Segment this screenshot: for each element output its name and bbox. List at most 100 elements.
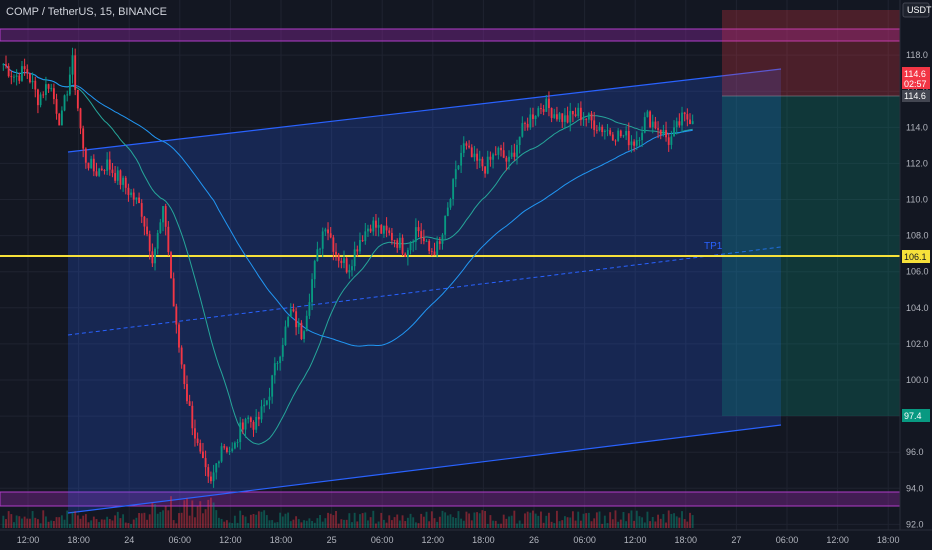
candle-body <box>462 143 465 153</box>
candle-body <box>478 158 481 161</box>
candle-body <box>678 121 681 126</box>
candle-body <box>401 237 404 254</box>
volume-bar <box>513 510 516 528</box>
time-tick-labels: 12:00 18:00 24 06:00 12:00 18:00 25 06:00 12:00 1… <box>17 535 900 545</box>
candle-body <box>148 234 151 252</box>
volume-bar <box>98 521 101 528</box>
volume-bar <box>569 517 572 528</box>
volume-bar <box>510 515 513 528</box>
position-stop-zone <box>722 10 900 96</box>
volume-bar <box>36 519 39 528</box>
candle-body <box>619 130 622 137</box>
candle-body <box>489 156 492 160</box>
time-tick: 12:00 <box>624 535 647 545</box>
candle-body <box>582 119 585 121</box>
volume-bar <box>122 514 125 528</box>
candle-body <box>390 232 393 241</box>
volume-bar <box>114 515 117 528</box>
candle-body <box>524 123 526 124</box>
volume-bar <box>279 512 282 528</box>
volume-bar <box>476 512 479 528</box>
volume-bar <box>7 511 10 528</box>
candle-body <box>553 114 556 118</box>
volume-bar <box>29 518 31 528</box>
volume-bar <box>268 520 271 528</box>
candle-body <box>633 141 636 146</box>
candle-body <box>601 126 604 133</box>
volume-bar <box>202 513 204 528</box>
volume-bar <box>433 518 436 528</box>
candle-body <box>29 73 31 83</box>
currency-badge[interactable] <box>902 2 930 18</box>
channel-upper-line <box>67 68 782 153</box>
candle-body <box>188 401 191 406</box>
time-tick: 18:00 <box>270 535 293 545</box>
candle-body <box>571 110 574 115</box>
candle-body <box>58 113 61 126</box>
candle-body <box>630 141 633 146</box>
volume-bar <box>393 517 396 528</box>
moving-average-fast <box>3 63 693 445</box>
candle-body <box>180 347 183 365</box>
candle-body <box>540 108 542 110</box>
volume-bar <box>260 511 263 528</box>
volume-bar <box>140 513 143 528</box>
candle-body <box>74 55 77 90</box>
candle-body <box>276 363 279 364</box>
candle-body <box>606 130 609 132</box>
candle-body <box>595 129 598 131</box>
candle-body <box>271 375 274 397</box>
candle-body <box>63 95 66 111</box>
volume-bar <box>401 515 404 528</box>
candle-body <box>273 363 276 376</box>
volume-bar <box>194 517 196 528</box>
volume-bar <box>79 518 82 528</box>
candle-body <box>627 130 630 146</box>
volume-bar <box>103 519 106 528</box>
candle-body <box>111 169 114 174</box>
time-axis[interactable] <box>0 530 900 550</box>
candle-body <box>643 117 646 133</box>
volume-bar <box>82 515 85 528</box>
volume-bar <box>414 522 417 528</box>
volume-bar <box>436 521 439 528</box>
volume-bar <box>345 519 348 528</box>
volume-bar <box>159 511 162 528</box>
candle-body <box>68 74 71 95</box>
candle-body <box>236 442 239 443</box>
volume-bar <box>398 520 401 528</box>
candle-body <box>526 123 529 128</box>
candle-body <box>377 225 380 228</box>
candle-body <box>292 309 295 312</box>
price-tick: 102.0 <box>906 339 929 349</box>
volume-bar <box>100 519 103 528</box>
candle-body <box>265 400 268 405</box>
candle-body <box>151 251 154 264</box>
candle-body <box>100 168 103 171</box>
volume-bar <box>236 522 239 528</box>
candle-body <box>95 171 98 176</box>
candle-body <box>212 472 215 482</box>
time-tick: 12:00 <box>422 535 445 545</box>
volume-bar <box>380 512 383 528</box>
candle-body <box>255 416 258 430</box>
candle-body <box>372 220 375 232</box>
volume-bar <box>63 519 66 528</box>
candle-body <box>303 331 306 339</box>
candle-body <box>382 225 385 234</box>
volume-bar <box>372 510 375 528</box>
candle-body <box>324 229 327 232</box>
volume-bar <box>343 519 345 528</box>
volume-bar <box>228 522 231 528</box>
volume-bar <box>324 518 327 528</box>
volume-bar <box>50 520 53 528</box>
volume-bar <box>223 521 226 528</box>
volume-bar <box>164 506 167 528</box>
volume-bar <box>26 518 29 528</box>
volume-bar <box>106 516 109 528</box>
candle-body <box>577 107 580 116</box>
candle-body <box>233 442 236 449</box>
volume-bar <box>686 521 689 528</box>
candle-body <box>441 234 444 244</box>
